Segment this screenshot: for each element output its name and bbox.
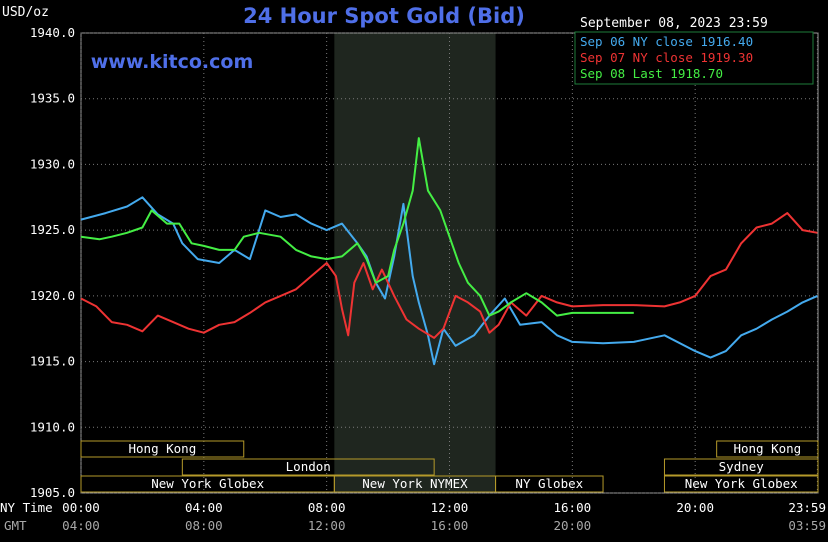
x-tick-label-gmt: 03:59 [788,518,826,533]
session-label-hong-kong-2: Hong Kong [733,441,801,456]
y-tick-label: 1910.0 [30,419,75,434]
session-label-ny-globex-1: New York Globex [151,476,264,491]
chart-title: 24 Hour Spot Gold (Bid) [243,4,525,28]
market-sessions: Hong Kong Hong Kong London Sydney New York G… [80,440,819,493]
y-tick-label: 1925.0 [30,222,75,237]
x-axis-ticks: 00:00 04:00 08:00 12:00 16:00 20:00 23:59 04:00… [62,500,826,533]
legend-box [574,31,814,85]
x-tick-label-ny: 00:00 [62,500,100,515]
x-tick-label-gmt: 08:00 [185,518,223,533]
kitco-watermark: www.kitco.com [91,51,254,73]
series-line-sep-08 [80,137,634,317]
timestamp: September 08, 2023 23:59 [580,16,768,31]
gmt-label: GMT [4,518,27,533]
series-line-sep-06 [80,196,818,366]
y-tick-label: 1940.0 [30,25,75,40]
legend: Sep 06 NY close 1916.40 Sep 07 NY close … [574,31,814,85]
y-tick-label: 1905.0 [30,485,75,500]
x-tick-label-gmt: 04:00 [62,518,100,533]
x-tick-label-gmt: 16:00 [431,518,469,533]
x-tick-label-gmt: 20:00 [554,518,592,533]
x-tick-label-gmt: 12:00 [308,518,346,533]
x-tick-label-ny: 20:00 [676,500,714,515]
legend-entry-sep06: Sep 06 NY close 1916.40 [580,34,753,49]
y-axis-ticks: 1905.0 1910.0 1915.0 1920.0 1925.0 1930.0 1935… [30,25,75,500]
series-line-sep-07 [80,212,818,339]
x-tick-label-ny: 04:00 [185,500,223,515]
series-lines [80,137,818,366]
session-label-hong-kong-1: Hong Kong [129,441,197,456]
y-tick-label: 1935.0 [30,91,75,106]
y-tick-label: 1915.0 [30,354,75,369]
legend-entry-sep08: Sep 08 Last 1918.70 [580,66,723,81]
session-bar-hong-kong-2 [716,440,819,458]
x-tick-label-ny: 16:00 [554,500,592,515]
x-tick-label-ny: 23:59 [788,500,826,515]
x-tick-label-ny: 12:00 [431,500,469,515]
legend-entry-sep07: Sep 07 NY close 1919.30 [580,50,753,65]
session-label-sydney: Sydney [719,459,765,474]
session-bar-hong-kong-1 [80,440,245,458]
session-label-london: London [286,459,331,474]
y-axis-unit-label: USD/oz [2,5,49,20]
session-label-ny-globex-3: New York Globex [685,476,798,491]
grid [80,32,819,494]
session-bar-london [181,458,435,476]
x-tick-label-ny: 08:00 [308,500,346,515]
y-tick-label: 1930.0 [30,156,75,171]
session-bar-sydney [663,458,819,476]
session-label-ny-globex-2: NY Globex [515,476,583,491]
session-bar-ny-globex-3 [663,475,819,493]
session-label-ny-nymex: New York NYMEX [362,476,468,491]
ny-time-label: NY Time [0,500,53,515]
nymex-session-shade [334,33,496,493]
session-bar-ny-globex-2 [495,475,604,493]
y-tick-label: 1920.0 [30,288,75,303]
